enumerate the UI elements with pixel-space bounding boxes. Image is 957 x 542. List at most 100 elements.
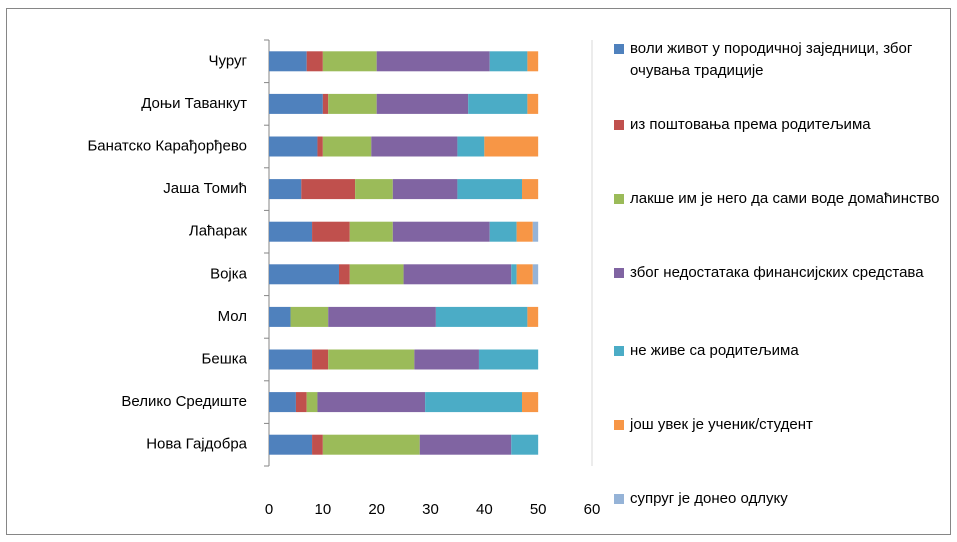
y-tick-label: Нова Гајдобра [146, 436, 247, 453]
y-tick-label: Војка [210, 265, 248, 282]
bar-segment [355, 179, 393, 200]
bar-segment [269, 434, 313, 455]
bar-segment [489, 51, 528, 72]
bar-segment [522, 179, 539, 200]
legend-item: лакше им је него да сами воде домаћинств… [614, 188, 957, 210]
legend-item: још увек је ученик/студент [614, 414, 957, 436]
bar-segment [269, 221, 313, 242]
bar-segment [328, 306, 436, 327]
bar-segment [269, 349, 313, 370]
bar-segment [322, 51, 377, 72]
legend-label: из поштовања према родитељима [630, 116, 871, 133]
bar-segment [478, 349, 539, 370]
bar-segment [269, 93, 323, 114]
bar-segment [349, 221, 393, 242]
legend-swatch [614, 120, 624, 130]
bar-segment [317, 136, 323, 157]
bar-segment [322, 93, 329, 114]
bar-segment [392, 221, 490, 242]
bar-segment [312, 221, 350, 242]
bar-segment [328, 93, 377, 114]
y-tick-label: Банатско Карађорђево [87, 137, 247, 154]
x-tick-label: 60 [584, 501, 601, 518]
legend-swatch [614, 268, 624, 278]
bar-segment [457, 136, 485, 157]
bar-segment [322, 434, 420, 455]
legend-swatch [614, 44, 624, 54]
legend-item: не живе са родитељима [614, 340, 957, 362]
bar-segment [269, 264, 339, 285]
bar-segment [269, 392, 296, 413]
bar-segment [290, 306, 329, 327]
legend-swatch [614, 420, 624, 430]
x-tick-label: 30 [422, 501, 439, 518]
bar-segment [312, 349, 329, 370]
y-tick-label: Чуруг [209, 52, 248, 69]
bar-segment [322, 136, 372, 157]
frame [6, 8, 951, 535]
bar-segment [516, 264, 533, 285]
legend-item: из поштовања према родитељима [614, 114, 957, 136]
bar-segment [269, 179, 302, 200]
bar-segment [511, 434, 539, 455]
y-tick-label: Велико Средиште [121, 393, 247, 410]
bar-segment [532, 264, 539, 285]
legend-label: супруг је донео одлуку [630, 490, 788, 507]
x-tick-label: 20 [368, 501, 385, 518]
bar-segment [269, 51, 307, 72]
bar-segment [349, 264, 404, 285]
bar-segment [338, 264, 350, 285]
y-tick-label: Бешка [202, 350, 248, 367]
bar-segment [269, 306, 291, 327]
legend-swatch [614, 494, 624, 504]
legend-label: због недостатака финансијских средстава [630, 264, 924, 281]
legend-swatch [614, 346, 624, 356]
legend-label: још увек је ученик/студент [630, 416, 813, 433]
legend-item: воли живот у породичној заједници, због … [614, 38, 957, 82]
bar-segment [532, 221, 539, 242]
y-tick-label: Јаша Томић [163, 180, 247, 197]
bar-segment [435, 306, 528, 327]
x-tick-label: 0 [265, 501, 273, 518]
legend-item: супруг је донео одлуку [614, 488, 957, 510]
legend-label: воли живот у породичној заједници, због … [630, 40, 913, 79]
bar-segment [371, 136, 458, 157]
legend-label: лакше им је него да сами воде домаћинств… [630, 190, 940, 207]
y-tick-label: Лаћарак [189, 223, 248, 240]
bar-segment [317, 392, 426, 413]
bar-segment [312, 434, 323, 455]
bar-segment [527, 51, 539, 72]
bar-segment [376, 51, 490, 72]
bar-segment [516, 221, 533, 242]
bar-segment [522, 392, 539, 413]
legend-swatch [614, 194, 624, 204]
bar-segment [527, 306, 539, 327]
bar-segment [306, 51, 323, 72]
bar-segment [419, 434, 512, 455]
bar-segment [468, 93, 528, 114]
x-tick-label: 10 [314, 501, 331, 518]
x-tick-label: 40 [476, 501, 493, 518]
y-tick-label: Доњи Таванкут [141, 95, 247, 112]
bar-segment [489, 221, 517, 242]
x-tick-label: 50 [530, 501, 547, 518]
bar-segment [328, 349, 415, 370]
bar-segment [392, 179, 458, 200]
legend-item: због недостатака финансијских средстава [614, 262, 957, 284]
bar-segment [527, 93, 539, 114]
bar-segment [403, 264, 512, 285]
bar-segment [414, 349, 479, 370]
bar-segment [295, 392, 307, 413]
bar-segment [269, 136, 318, 157]
legend-label: не живе са родитељима [630, 342, 799, 359]
y-tick-label: Мол [218, 308, 247, 325]
bar-segment [457, 179, 523, 200]
bar-segment [511, 264, 517, 285]
bar-segment [301, 179, 356, 200]
bar-segment [484, 136, 539, 157]
bar-segment [376, 93, 469, 114]
bar-segment [306, 392, 318, 413]
bar-segment [425, 392, 523, 413]
